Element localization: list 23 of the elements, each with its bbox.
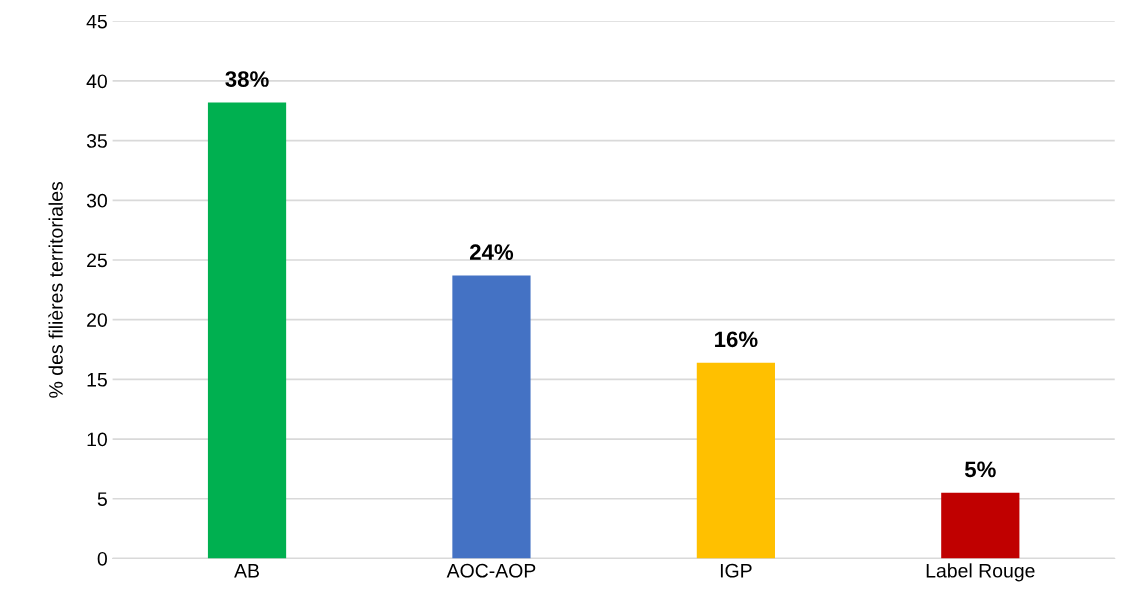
y-tick-label: 5 <box>97 492 107 506</box>
data-label: 5% <box>964 461 996 478</box>
y-tick-label: 40 <box>86 74 107 89</box>
x-tick-label: Label Rouge <box>926 563 1035 582</box>
y-tick-label: 45 <box>86 14 107 29</box>
y-tick-label: 20 <box>87 313 107 327</box>
x-tick-label: IGP <box>720 563 752 578</box>
data-label: 38% <box>225 71 269 87</box>
data-label: 24% <box>469 244 514 260</box>
y-axis-title: % des filières territoriales <box>48 181 63 398</box>
y-tick-label: 15 <box>87 373 107 387</box>
y-tick-label: 25 <box>87 253 107 268</box>
y-tick-label: 30 <box>86 193 107 208</box>
bar <box>452 275 531 559</box>
bar <box>207 102 287 559</box>
x-tick-label: AB <box>234 564 259 578</box>
bar <box>941 492 1020 559</box>
y-tick-label: 10 <box>87 432 107 447</box>
y-tick-label: 0 <box>97 551 107 566</box>
bar <box>696 362 775 559</box>
x-tick-label: AOC-AOP <box>446 563 536 578</box>
data-label: 16% <box>715 331 758 348</box>
y-tick-label: 35 <box>86 134 107 148</box>
